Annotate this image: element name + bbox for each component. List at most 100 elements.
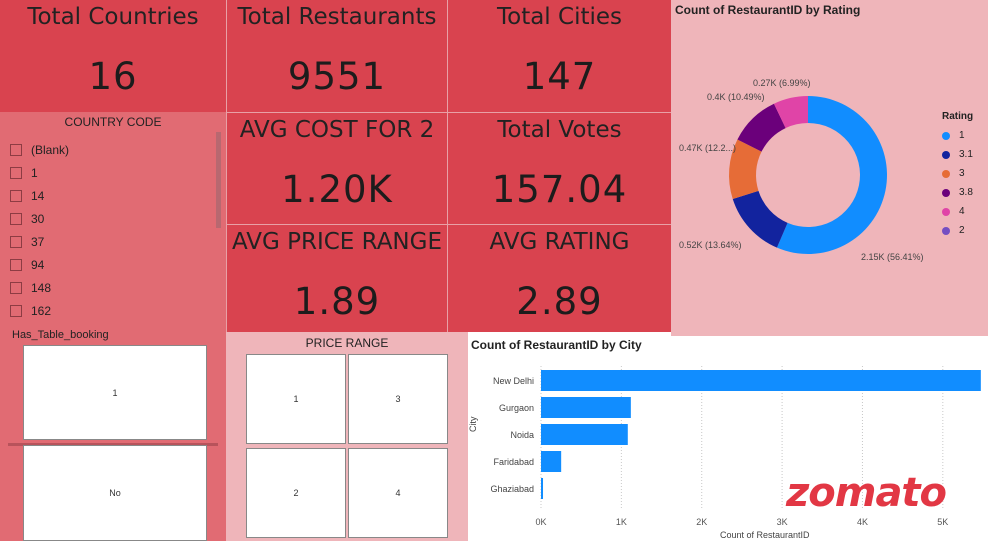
tile-button[interactable]: No — [23, 445, 207, 541]
checkbox[interactable] — [10, 212, 22, 225]
legend-label: 3.8 — [959, 187, 973, 198]
kpi-value: 1.89 — [293, 280, 381, 323]
table-booking-slicer: Has_Table_booking 1 No — [0, 324, 226, 541]
x-axis-label: Count of RestaurantID — [720, 530, 810, 540]
legend-item[interactable]: 3 — [942, 164, 973, 183]
checkbox[interactable] — [10, 304, 22, 317]
tile-button[interactable]: 3 — [348, 354, 448, 444]
legend-dot — [942, 207, 950, 216]
kpi-avg-rating: AVG RATING 2.89 — [447, 224, 671, 332]
slicer-item[interactable]: 37 — [10, 230, 69, 253]
tile-button[interactable]: 4 — [348, 448, 448, 538]
donut-svg — [729, 96, 887, 254]
legend-item[interactable]: 4 — [942, 202, 973, 221]
legend-label: 4 — [959, 206, 965, 217]
legend-items: 1 3.1 3 3.8 4 2 — [942, 126, 973, 240]
legend: Rating 1 3.1 3 3.8 4 2 — [942, 111, 973, 240]
kpi-label: Total Cities — [496, 4, 623, 30]
checkbox[interactable] — [10, 189, 22, 202]
x-tick-label: 3K — [777, 517, 788, 527]
bar[interactable] — [541, 370, 981, 391]
kpi-value: 9551 — [287, 55, 387, 98]
kpi-value: 16 — [88, 55, 138, 98]
y-tick-label: New Delhi — [493, 376, 534, 386]
kpi-label: AVG PRICE RANGE — [231, 229, 442, 255]
tile-button[interactable]: 1 — [23, 345, 207, 440]
bar[interactable] — [541, 424, 628, 445]
kpi-avg-price-range: AVG PRICE RANGE 1.89 — [226, 224, 447, 332]
price-range-slicer: PRICE RANGE 1 3 2 4 — [226, 332, 468, 541]
legend-label: 1 — [959, 130, 965, 141]
x-tick-label: 4K — [857, 517, 868, 527]
bar-svg: 0K 1K 2K 3K 4K 5K New Delhi Gurgaon Noida Faridab… — [490, 366, 981, 527]
legend-item[interactable]: 2 — [942, 221, 973, 240]
tile-button[interactable]: 1 — [246, 354, 346, 444]
checkbox[interactable] — [10, 166, 22, 179]
y-tick-label: Ghaziabad — [490, 484, 534, 494]
legend-dot — [942, 169, 950, 178]
kpi-value: 2.89 — [516, 280, 603, 323]
slicer-item-label: 37 — [31, 234, 45, 249]
data-label-text: 0.47K (12.2...) — [679, 143, 737, 153]
kpi-label: AVG COST FOR 2 — [239, 117, 435, 143]
donut-slice[interactable] — [729, 139, 762, 200]
slicer-item[interactable]: (Blank) — [10, 138, 69, 161]
slicer-title: COUNTRY CODE — [64, 115, 162, 129]
donut-slice[interactable] — [737, 103, 786, 152]
slicer-item[interactable]: 1 — [10, 161, 69, 184]
legend-label: 2 — [959, 225, 965, 236]
legend-label: 3.1 — [959, 149, 973, 160]
tile-button[interactable]: 2 — [246, 448, 346, 538]
checkbox[interactable] — [10, 143, 22, 156]
slicer-list: (Blank) 1 14 30 37 94 148 162 — [10, 138, 69, 322]
bar[interactable] — [541, 451, 562, 472]
slicer-item-label: 30 — [31, 211, 45, 226]
checkbox[interactable] — [10, 281, 22, 294]
slicer-item[interactable]: 148 — [10, 276, 69, 299]
kpi-label: Total Votes — [497, 117, 622, 143]
legend-item[interactable]: 1 — [942, 126, 973, 145]
x-tick-label: 1K — [616, 517, 627, 527]
data-label-text: 2.15K (56.41%) — [861, 252, 924, 262]
slicer-item-label: 148 — [31, 280, 52, 295]
kpi-avg-cost: AVG COST FOR 2 1.20K — [226, 112, 447, 224]
x-tick-label: 5K — [937, 517, 948, 527]
y-axis-label: City — [468, 416, 478, 433]
data-label-text: 0.27K (6.99%) — [753, 78, 811, 88]
slicer-item[interactable]: 14 — [10, 184, 69, 207]
kpi-total-restaurants: Total Restaurants 9551 — [226, 0, 447, 112]
rating-donut-chart: Count of RestaurantID by Rating 0.27K (6… — [671, 0, 988, 336]
kpi-total-cities: Total Cities 147 — [447, 0, 671, 112]
donut-slice[interactable] — [732, 190, 788, 248]
y-tick-label: Faridabad — [493, 457, 534, 467]
data-label-text: 0.52K (13.64%) — [679, 240, 742, 250]
slicer-item[interactable]: 94 — [10, 253, 69, 276]
bar[interactable] — [541, 397, 631, 418]
slicer-item-label: 1 — [31, 165, 38, 180]
kpi-label: AVG RATING — [489, 229, 630, 255]
donut-slice[interactable] — [776, 96, 887, 254]
checkbox[interactable] — [10, 235, 22, 248]
y-tick-label: Noida — [510, 430, 534, 440]
legend-item[interactable]: 3.1 — [942, 145, 973, 164]
city-bar-chart: Count of RestaurantID by City 0K 1K 2K 3K 4K… — [468, 336, 988, 541]
bar[interactable] — [541, 478, 544, 499]
legend-item[interactable]: 3.8 — [942, 183, 973, 202]
legend-dot — [942, 188, 950, 197]
kpi-label: Total Restaurants — [237, 4, 437, 30]
slicer-scrollbar[interactable] — [216, 132, 221, 228]
slicer-item[interactable]: 30 — [10, 207, 69, 230]
slicer-item[interactable]: 162 — [10, 299, 69, 322]
slicer-item-label: 14 — [31, 188, 45, 203]
chart-title: Count of RestaurantID by City — [471, 338, 642, 352]
y-tick-label: Gurgaon — [499, 403, 534, 413]
checkbox[interactable] — [10, 258, 22, 271]
divider — [8, 443, 218, 446]
zomato-logo: zomato — [786, 470, 947, 516]
data-label: 0.4K (10.49%) — [707, 92, 765, 102]
slicer-item-label: (Blank) — [31, 142, 70, 157]
slicer-item-label: 94 — [31, 257, 45, 272]
data-label: 0.47K (12.2...) — [679, 143, 736, 153]
donut-slice[interactable] — [773, 96, 808, 129]
slicer-title: PRICE RANGE — [305, 336, 389, 350]
